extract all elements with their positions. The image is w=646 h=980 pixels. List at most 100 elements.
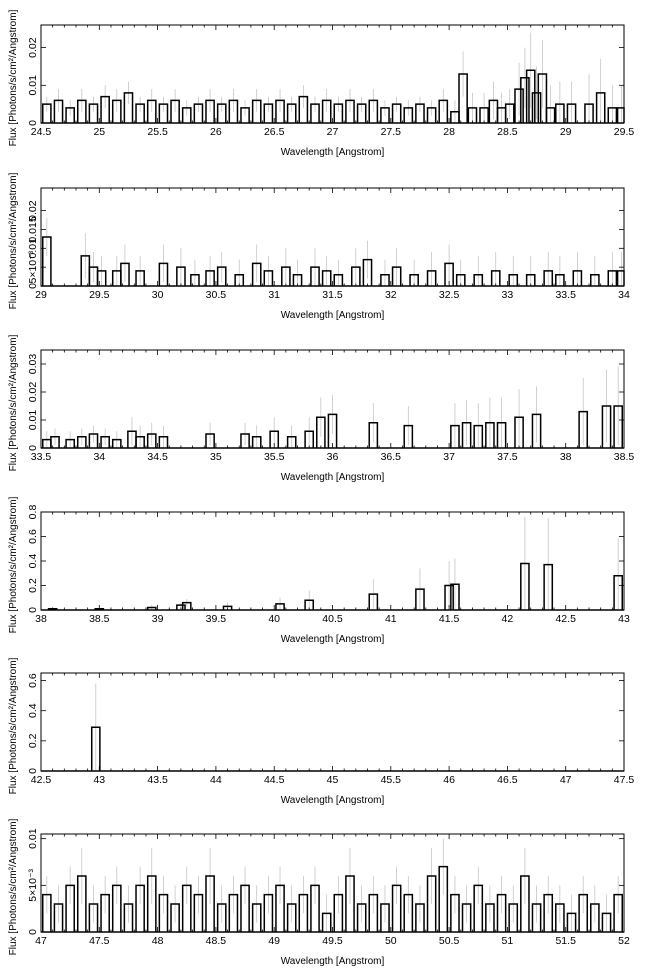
y-tick-label: 0 [27, 768, 39, 774]
x-tick-label: 43 [93, 774, 105, 786]
histogram-bin [415, 103, 425, 123]
histogram-bin [566, 103, 577, 123]
y-tick-label: 0 [27, 283, 39, 289]
histogram-bin [310, 103, 320, 123]
y-axis-label: Flux [Photons/s/cm²/Angstrom] [8, 657, 19, 794]
y-tick-label: 0.02 [27, 37, 39, 58]
histogram-bin [135, 884, 145, 932]
histogram-bin [438, 99, 449, 123]
x-tick-label: 43 [618, 613, 630, 625]
histogram-bin [607, 107, 618, 123]
histogram-bin [96, 270, 107, 286]
y-tick-label: 0.8 [27, 505, 39, 520]
x-tick-label: 43.5 [147, 774, 168, 786]
plot-frame [40, 511, 625, 611]
histogram-bin [504, 103, 515, 123]
histogram-bin [514, 88, 524, 123]
x-tick-label: 47 [35, 935, 47, 947]
histogram-bin [298, 95, 309, 123]
histogram-bin [205, 99, 215, 123]
x-tick-label: 46.5 [497, 774, 518, 786]
y-tick-label: 0.2 [27, 578, 39, 593]
histogram-bin [473, 884, 484, 932]
y-tick-label: 0.4 [27, 554, 39, 569]
histogram-bin [269, 430, 280, 448]
histogram-bin [310, 884, 320, 932]
histogram-bin [146, 606, 157, 610]
histogram-bin [216, 103, 227, 123]
histogram-bin [426, 107, 437, 123]
histogram-bin [310, 266, 320, 286]
x-tick-label: 32 [385, 289, 397, 301]
x-tick-label: 27 [327, 126, 339, 138]
chart-panel-6: 47 47.5 48 48.5 49 49.5 50 50.5 51 51.5 52 0 5×10⁻³ 0… [8, 818, 630, 967]
histogram-bin [275, 884, 285, 932]
histogram-bin [251, 436, 262, 448]
x-tick-label: 50 [385, 935, 397, 947]
histogram-bin [444, 262, 454, 286]
histogram-bin [380, 903, 390, 932]
y-tick-label: 0 [27, 607, 39, 613]
histogram-bin [403, 893, 414, 932]
x-tick-label: 35.5 [264, 451, 285, 463]
histogram-bin [403, 107, 414, 123]
y-tick-label: 0.01 [27, 75, 39, 96]
y-tick-label: 0.02 [27, 200, 39, 221]
histogram-bin [543, 563, 554, 610]
histogram-bin [251, 903, 262, 932]
histogram-bin [181, 601, 192, 610]
histogram-bin [607, 270, 618, 286]
histogram-bin [613, 574, 624, 610]
y-tick-label: 5×10⁻³ [27, 250, 39, 283]
histogram-bin [450, 893, 460, 932]
histogram-bin [345, 99, 355, 123]
y-tick-label: 0.02 [27, 382, 39, 403]
histogram-bin [601, 405, 612, 448]
histogram-bin [514, 416, 524, 448]
histogram-bin [496, 422, 507, 448]
x-axis-label: Wavelength [Angstrom] [281, 147, 385, 158]
histogram-bin [368, 99, 379, 123]
x-tick-label: 34 [618, 289, 630, 301]
histogram-bin [321, 270, 332, 286]
histogram-bin [65, 438, 75, 448]
histogram-bin [531, 92, 542, 123]
x-tick-label: 42.5 [555, 613, 576, 625]
histogram-bin [455, 273, 466, 286]
histogram-bin [123, 903, 134, 932]
y-tick-label: 0.6 [27, 529, 39, 544]
histogram-bin [135, 103, 145, 123]
histogram-bin [525, 69, 536, 123]
histogram-bin [537, 73, 548, 123]
x-tick-label: 46 [443, 774, 455, 786]
y-axis-label: Flux [Photons/s/cm²/Angstrom] [8, 818, 19, 955]
chart-panel-1: 24.5 25 25.5 26 26.5 27 27.5 28 28.5 29 29.5 0 0.01 0… [8, 9, 634, 158]
histogram-bin [584, 103, 594, 123]
histogram-bin [234, 273, 245, 286]
histogram-bin [146, 875, 157, 932]
histogram-bin [41, 236, 52, 286]
histogram-bin [362, 258, 373, 286]
histogram-bin [566, 912, 577, 932]
histogram-bin [111, 438, 122, 448]
x-axis-label: Wavelength [Angstrom] [281, 956, 385, 967]
x-axis-label: Wavelength [Angstrom] [281, 795, 385, 806]
x-tick-label: 24.5 [31, 126, 52, 138]
histogram-bin [543, 270, 554, 286]
histogram-bin [76, 99, 87, 123]
x-tick-label: 34 [93, 451, 105, 463]
histogram-bin [461, 422, 472, 448]
histogram-bin [76, 875, 87, 932]
plot-frame [40, 672, 625, 772]
histogram-bin [76, 436, 87, 448]
y-tick-label: 0 [27, 445, 39, 451]
histogram-bin [458, 73, 468, 123]
histogram-bin [158, 262, 169, 286]
histogram-bin [228, 99, 239, 123]
histogram-bin [467, 107, 478, 123]
x-tick-label: 30 [152, 289, 164, 301]
histogram-bin [263, 103, 274, 123]
x-tick-label: 38 [35, 613, 47, 625]
histogram-bin [333, 103, 344, 123]
histogram-bin [298, 893, 309, 932]
